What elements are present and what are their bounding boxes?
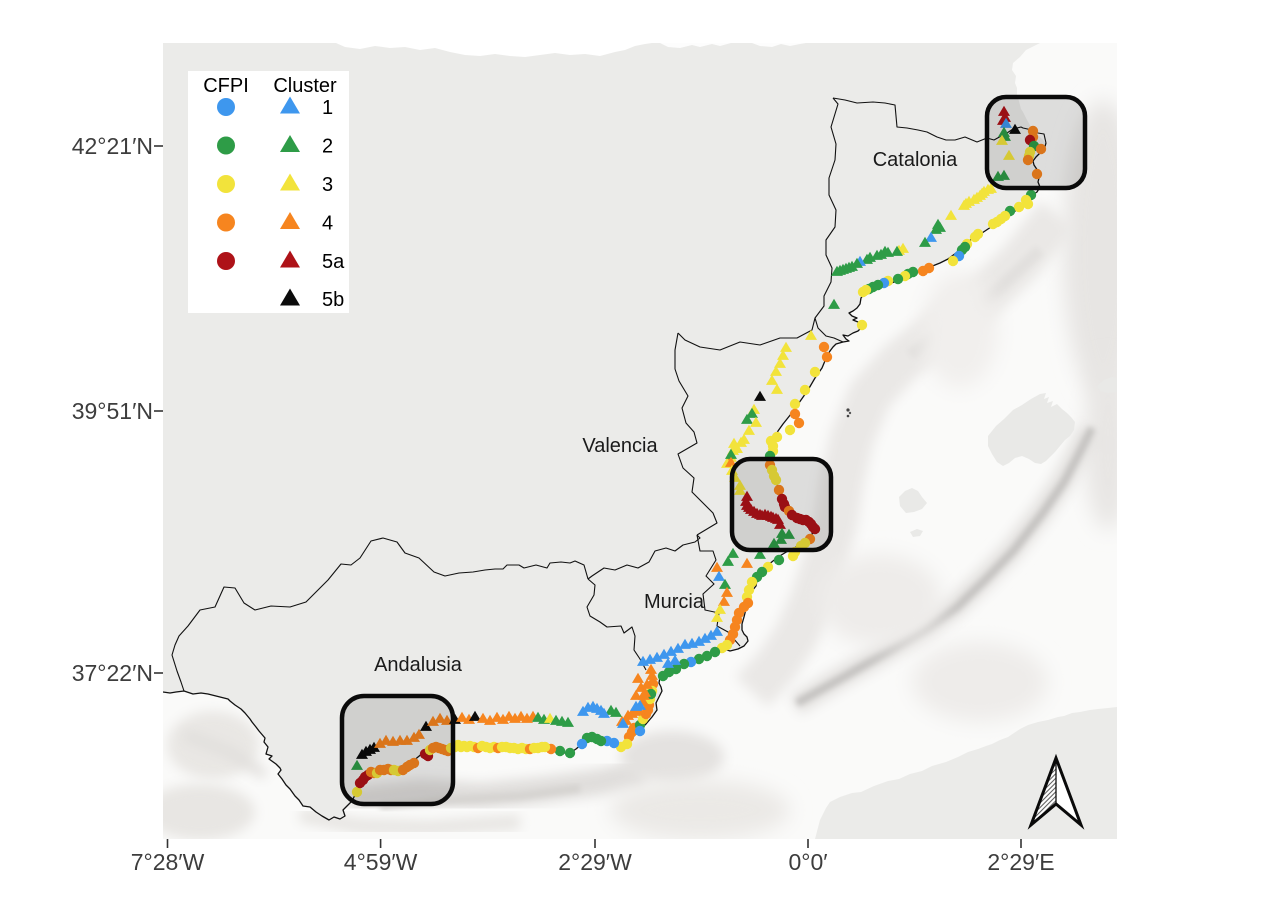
svg-text:4: 4: [322, 213, 333, 235]
svg-text:2°29′W: 2°29′W: [558, 849, 632, 875]
svg-text:CFPI: CFPI: [203, 75, 249, 97]
svg-text:4°59′W: 4°59′W: [344, 849, 418, 875]
svg-text:0°0′: 0°0′: [788, 849, 827, 875]
svg-text:42°21′N: 42°21′N: [72, 133, 153, 159]
svg-text:Catalonia: Catalonia: [873, 149, 958, 171]
svg-text:Cluster: Cluster: [273, 75, 337, 97]
svg-text:Andalusia: Andalusia: [374, 654, 463, 676]
svg-text:37°22′N: 37°22′N: [72, 660, 153, 686]
svg-text:7°28′W: 7°28′W: [131, 849, 205, 875]
svg-text:Murcia: Murcia: [644, 591, 705, 613]
svg-text:2°29′E: 2°29′E: [987, 849, 1054, 875]
svg-text:Valencia: Valencia: [582, 435, 658, 457]
svg-text:1: 1: [322, 97, 333, 119]
svg-text:2: 2: [322, 136, 333, 158]
svg-text:5a: 5a: [322, 251, 345, 273]
svg-text:5b: 5b: [322, 289, 344, 311]
svg-text:39°51′N: 39°51′N: [72, 398, 153, 424]
svg-text:3: 3: [322, 174, 333, 196]
